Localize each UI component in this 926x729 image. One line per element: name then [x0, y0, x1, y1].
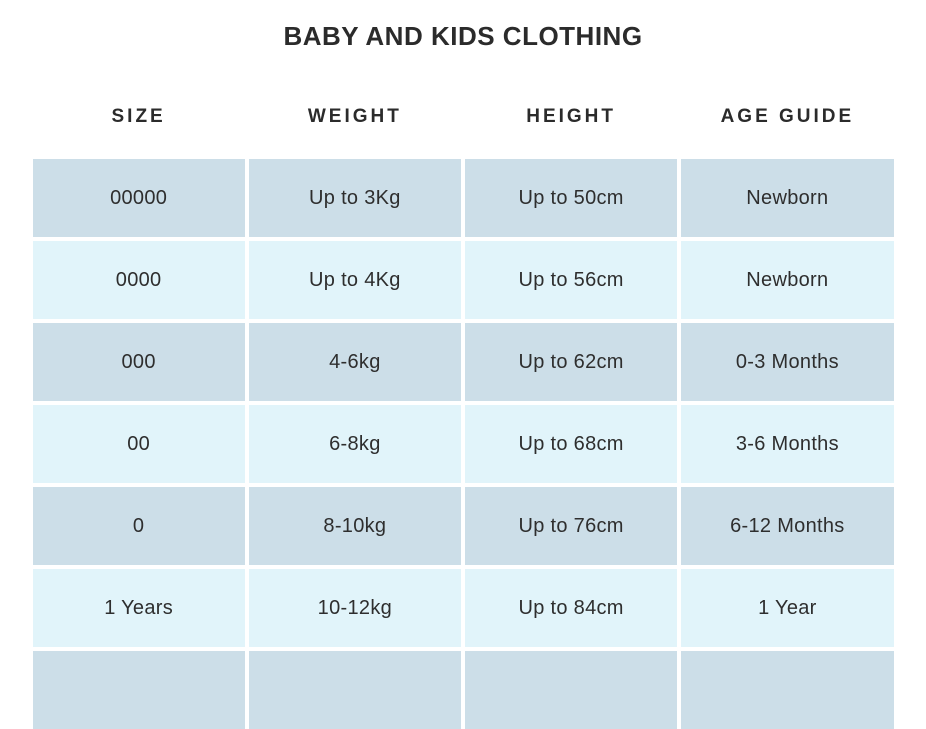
- table-cell: 000: [32, 323, 245, 401]
- table-cell: 4-6kg: [248, 323, 461, 401]
- table-cell: Up to 76cm: [465, 487, 678, 565]
- table-cell: 00000: [32, 159, 245, 237]
- table-cell: 6-12 Months: [681, 487, 894, 565]
- table-cell: 1 Year: [681, 569, 894, 647]
- table-cell: 0000: [32, 241, 245, 319]
- table-cell: [681, 651, 894, 729]
- table-cell: [465, 651, 678, 729]
- column-header-age-guide: AGE GUIDE: [720, 106, 855, 127]
- table-cell: [248, 651, 461, 729]
- table-cell: 0-3 Months: [681, 323, 894, 401]
- table-cell: Up to 50cm: [465, 159, 678, 237]
- table-cell: [32, 651, 245, 729]
- table-cell: 1 Years: [32, 569, 245, 647]
- table-cell: 8-10kg: [248, 487, 461, 565]
- table-cell: 3-6 Months: [681, 405, 894, 483]
- table-cell: Newborn: [681, 159, 894, 237]
- column-header-height: HEIGHT: [526, 106, 617, 127]
- table-cell: Up to 84cm: [465, 569, 678, 647]
- table-cell: Up to 68cm: [465, 405, 678, 483]
- column-header-size: SIZE: [111, 106, 166, 127]
- page-title: BABY AND KIDS CLOTHING: [283, 21, 643, 51]
- table-cell: Up to 4Kg: [248, 241, 461, 319]
- table-cell: 0: [32, 487, 245, 565]
- table-cell: 10-12kg: [248, 569, 461, 647]
- table-cell: Up to 62cm: [465, 323, 678, 401]
- table-cell: Newborn: [681, 241, 894, 319]
- table-cell: 6-8kg: [248, 405, 461, 483]
- table-cell: Up to 3Kg: [248, 159, 461, 237]
- column-header-weight: WEIGHT: [307, 106, 402, 127]
- table-cell: 00: [32, 405, 245, 483]
- table-cell: Up to 56cm: [465, 241, 678, 319]
- size-table-container: SIZE WEIGHT HEIGHT AGE GUIDE 00000 Up to…: [32, 104, 894, 729]
- size-table: 00000 Up to 3Kg Up to 50cm Newborn 0000 …: [32, 159, 894, 729]
- table-header-row: SIZE WEIGHT HEIGHT AGE GUIDE: [33, 104, 894, 130]
